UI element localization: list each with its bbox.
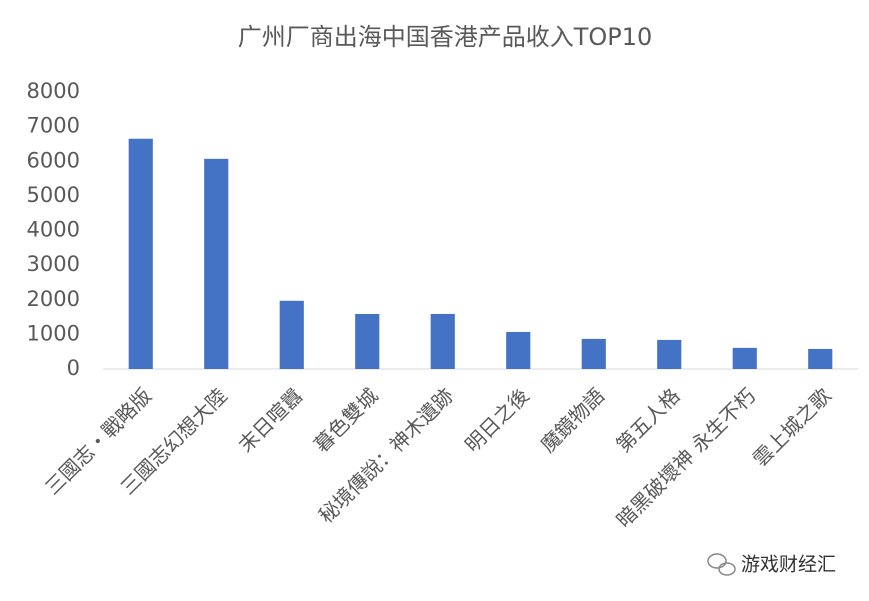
- bar: [808, 348, 833, 369]
- y-tick-label: 0: [67, 356, 80, 380]
- bar: [204, 158, 229, 369]
- x-tick-label: 暗黑破壞神 永生不朽: [611, 383, 760, 532]
- bar: [581, 338, 606, 369]
- x-tick-label: 秘境傳說：神木遺跡: [314, 383, 458, 527]
- bar: [430, 313, 455, 369]
- bar: [355, 313, 380, 369]
- y-tick-label: 3000: [27, 252, 80, 276]
- bar: [279, 300, 304, 369]
- x-tick-label: 第五人格: [611, 383, 685, 457]
- x-tick-label: 末日喧囂: [234, 383, 308, 457]
- bar: [506, 331, 531, 369]
- chart-title: 广州厂商出海中国香港产品收入TOP10: [238, 23, 653, 51]
- watermark: 游戏财经汇: [741, 554, 836, 576]
- bar: [128, 138, 153, 369]
- x-tick-label: 雲上城之歌: [748, 383, 836, 471]
- y-tick-label: 8000: [27, 79, 80, 103]
- y-tick-label: 4000: [27, 218, 80, 242]
- bar: [657, 339, 682, 369]
- y-tick-label: 5000: [27, 183, 80, 207]
- x-tick-label: 魔鏡物語: [536, 383, 610, 457]
- y-tick-label: 6000: [27, 148, 80, 172]
- y-tick-label: 1000: [27, 321, 80, 345]
- y-tick-label: 2000: [27, 287, 80, 311]
- x-tick-label: 明日之後: [460, 383, 534, 457]
- y-tick-label: 7000: [27, 114, 80, 138]
- watermark-icon: [707, 553, 736, 576]
- bar: [732, 347, 757, 369]
- x-tick-label: 暮色雙城: [309, 383, 383, 457]
